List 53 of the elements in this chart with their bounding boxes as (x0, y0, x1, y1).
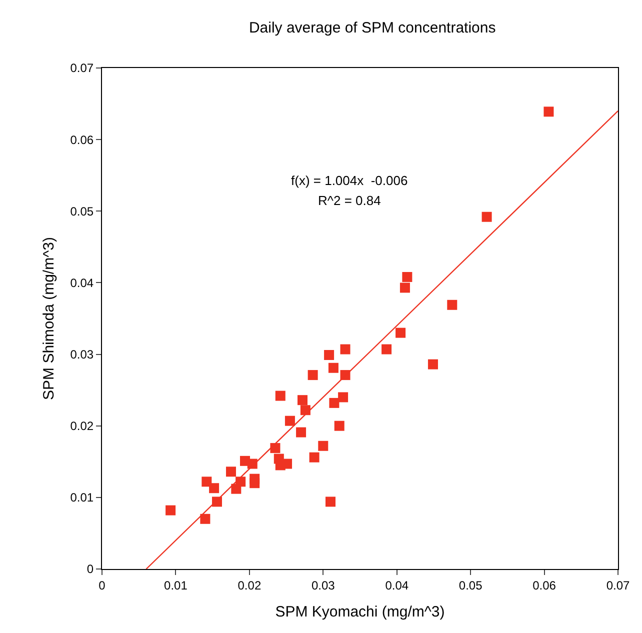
chart-title: Daily average of SPM concentrations (248, 20, 496, 37)
point (166, 505, 176, 516)
point (544, 106, 554, 117)
point (296, 427, 306, 438)
point (400, 282, 410, 293)
point (402, 272, 412, 282)
x-tick-label: 0.05 (458, 578, 483, 592)
point (340, 344, 350, 354)
annotation: f(x) = 1.004x -0.006 (291, 173, 408, 188)
point (298, 395, 308, 406)
point (202, 476, 212, 487)
x-tick-label: 0.07 (606, 578, 630, 592)
point (309, 452, 320, 462)
point (318, 440, 328, 451)
point (308, 370, 318, 380)
y-tick-label: 0.01 (70, 490, 94, 505)
annotation: R^2 = 0.84 (318, 193, 381, 208)
point (200, 514, 210, 524)
x-tick-label: 0.03 (311, 578, 336, 592)
point (396, 328, 406, 338)
point (447, 300, 458, 310)
y-tick-label: 0 (86, 562, 94, 576)
x-tick-label: 0 (98, 578, 106, 592)
x-tick-label: 0.01 (164, 578, 188, 592)
point (428, 359, 438, 370)
y-tick-label: 0.04 (70, 276, 94, 290)
x-axis-title: SPM Kyomachi (mg/m^3) (275, 603, 445, 620)
point (226, 466, 236, 477)
point (270, 443, 280, 454)
point (482, 212, 492, 222)
point (326, 496, 336, 507)
point (284, 416, 295, 426)
point (338, 392, 348, 402)
y-tick-label: 0.07 (70, 61, 94, 76)
y-tick-label: 0.06 (70, 132, 94, 147)
point (209, 483, 220, 494)
x-tick-label: 0.04 (385, 578, 409, 592)
point (275, 390, 286, 401)
point (324, 350, 334, 360)
point (329, 398, 340, 408)
point (328, 362, 338, 373)
point (250, 478, 260, 488)
y-axis-title: SPM Shimoda (mg/m^3) (40, 237, 58, 400)
y-tick-label: 0.02 (70, 419, 94, 434)
point (282, 458, 292, 469)
point (300, 405, 310, 416)
point (236, 476, 246, 487)
x-tick-label: 0.02 (238, 578, 262, 592)
y-tick-label: 0.03 (70, 347, 94, 362)
y-tick-label: 0.05 (70, 204, 94, 218)
point (382, 344, 392, 354)
x-tick-label: 0.06 (532, 578, 556, 592)
point (334, 420, 344, 431)
